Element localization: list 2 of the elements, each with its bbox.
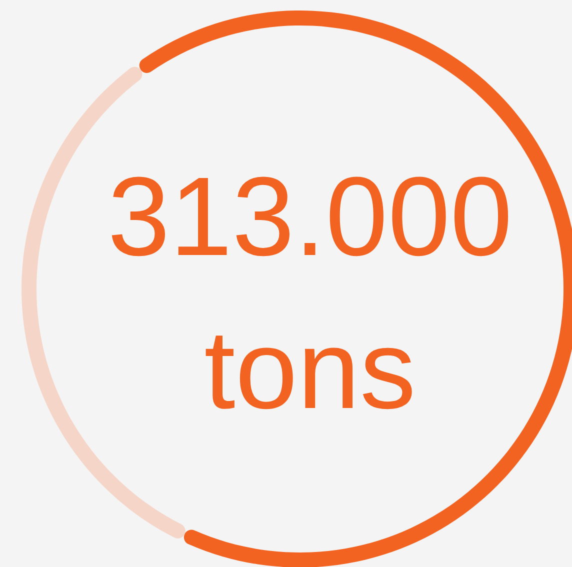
text: 313.000	[108, 154, 512, 279]
text: tons	[204, 307, 416, 432]
